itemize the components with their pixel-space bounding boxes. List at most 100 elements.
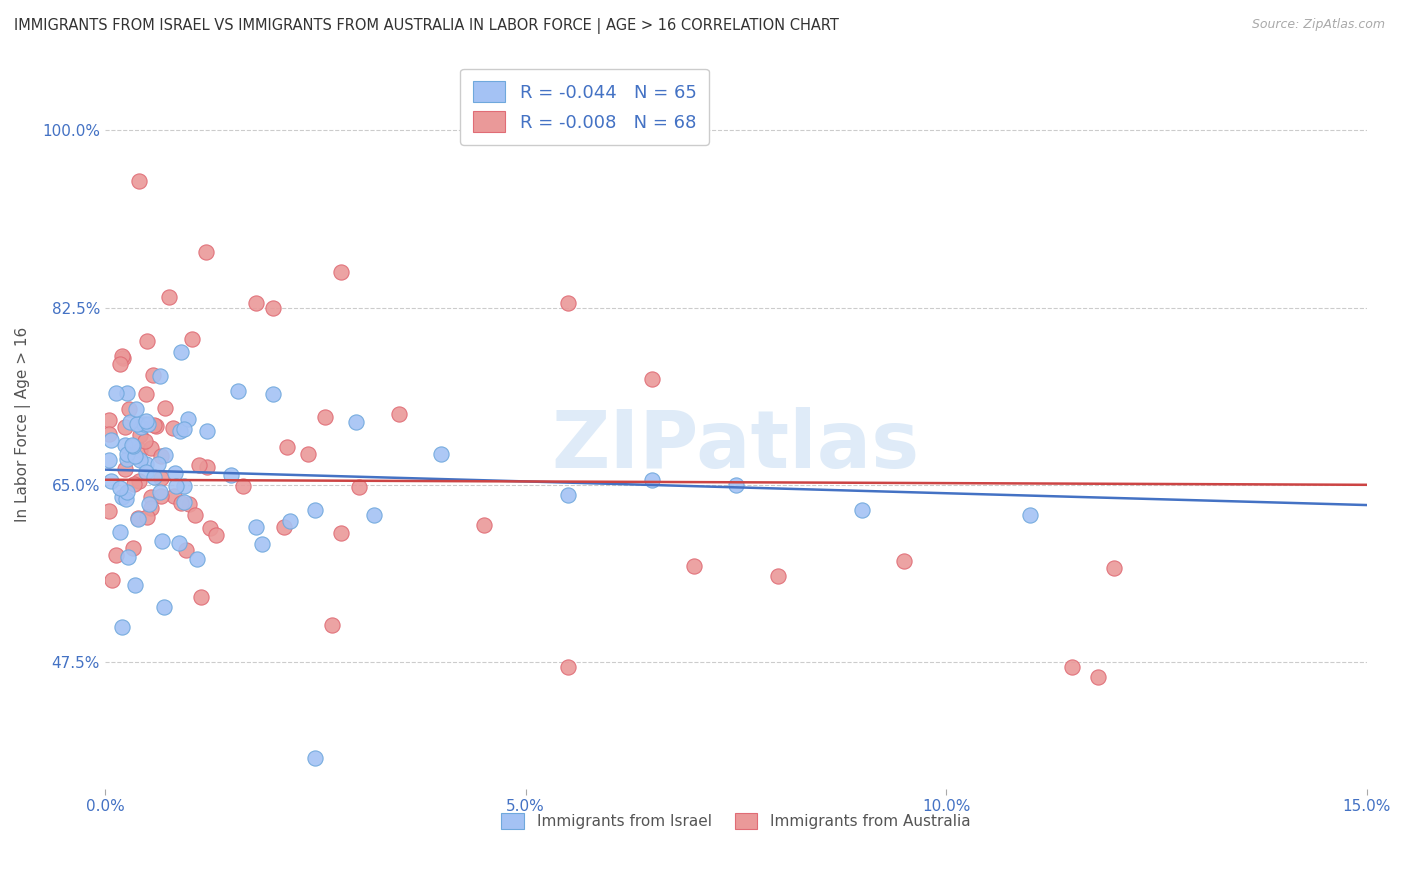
Point [111, 620, 134, 634]
Point [430, 447, 453, 461]
Point [273, 519, 295, 533]
Point [135, 414, 157, 428]
Point [245, 295, 267, 310]
Point [117, 549, 139, 564]
Point [129, 442, 152, 457]
Point [219, 468, 242, 483]
Point [329, 265, 352, 279]
Point [136, 510, 159, 524]
Point [125, 401, 148, 416]
Point [129, 428, 152, 442]
Point [114, 419, 136, 434]
Point [117, 484, 139, 499]
Point [129, 453, 152, 467]
Point [98, 426, 121, 441]
Point [136, 417, 159, 431]
Point [314, 410, 336, 425]
Point [157, 290, 180, 304]
Point [142, 368, 165, 382]
Point [250, 537, 273, 551]
Point [142, 470, 165, 484]
Text: IMMIGRANTS FROM ISRAEL VS IMMIGRANTS FROM AUSTRALIA IN LABOR FORCE | AGE > 16 CO: IMMIGRANTS FROM ISRAEL VS IMMIGRANTS FRO… [14, 18, 839, 34]
Point [177, 412, 200, 426]
Point [245, 520, 267, 534]
Point [98, 453, 121, 467]
Point [111, 349, 134, 363]
Point [135, 465, 157, 479]
Point [893, 554, 915, 568]
Point [115, 491, 138, 506]
Point [184, 508, 207, 522]
Point [170, 345, 193, 359]
Point [329, 526, 352, 541]
Point [135, 334, 157, 348]
Point [115, 452, 138, 467]
Point [167, 536, 190, 550]
Point [173, 422, 195, 436]
Point [174, 543, 197, 558]
Point [117, 386, 139, 401]
Point [128, 174, 150, 188]
Point [194, 244, 217, 259]
Point [187, 458, 209, 473]
Point [170, 496, 193, 510]
Point [276, 440, 298, 454]
Point [766, 569, 789, 583]
Point [104, 548, 127, 562]
Point [115, 447, 138, 461]
Point [1019, 508, 1042, 523]
Point [262, 301, 284, 315]
Point [112, 351, 135, 365]
Point [149, 484, 172, 499]
Point [98, 413, 121, 427]
Point [129, 420, 152, 434]
Text: Source: ZipAtlas.com: Source: ZipAtlas.com [1251, 18, 1385, 31]
Point [110, 525, 132, 540]
Point [150, 471, 173, 485]
Point [472, 518, 495, 533]
Point [141, 441, 163, 455]
Point [146, 458, 169, 472]
Point [134, 434, 156, 448]
Point [1104, 561, 1126, 575]
Point [127, 512, 149, 526]
Point [226, 384, 249, 398]
Point [153, 599, 176, 614]
Point [128, 474, 150, 488]
Point [139, 500, 162, 515]
Point [173, 479, 195, 493]
Point [557, 488, 579, 502]
Point [98, 504, 121, 518]
Point [111, 490, 134, 504]
Point [114, 462, 136, 476]
Point [321, 617, 343, 632]
Point [851, 503, 873, 517]
Point [198, 521, 221, 535]
Point [724, 478, 747, 492]
Point [101, 573, 124, 587]
Point [177, 497, 200, 511]
Point [181, 332, 204, 346]
Point [127, 511, 149, 525]
Point [100, 475, 122, 489]
Point [195, 424, 218, 438]
Point [122, 541, 145, 556]
Point [138, 497, 160, 511]
Point [108, 481, 131, 495]
Point [149, 368, 172, 383]
Point [347, 480, 370, 494]
Point [108, 357, 131, 371]
Point [124, 578, 146, 592]
Point [163, 489, 186, 503]
Point [304, 503, 326, 517]
Point [1087, 670, 1109, 684]
Point [262, 386, 284, 401]
Legend: Immigrants from Israel, Immigrants from Australia: Immigrants from Israel, Immigrants from … [495, 807, 976, 836]
Point [150, 449, 173, 463]
Point [363, 508, 385, 523]
Point [682, 558, 704, 573]
Point [1062, 660, 1084, 674]
Point [150, 533, 173, 548]
Point [153, 448, 176, 462]
Point [297, 447, 319, 461]
